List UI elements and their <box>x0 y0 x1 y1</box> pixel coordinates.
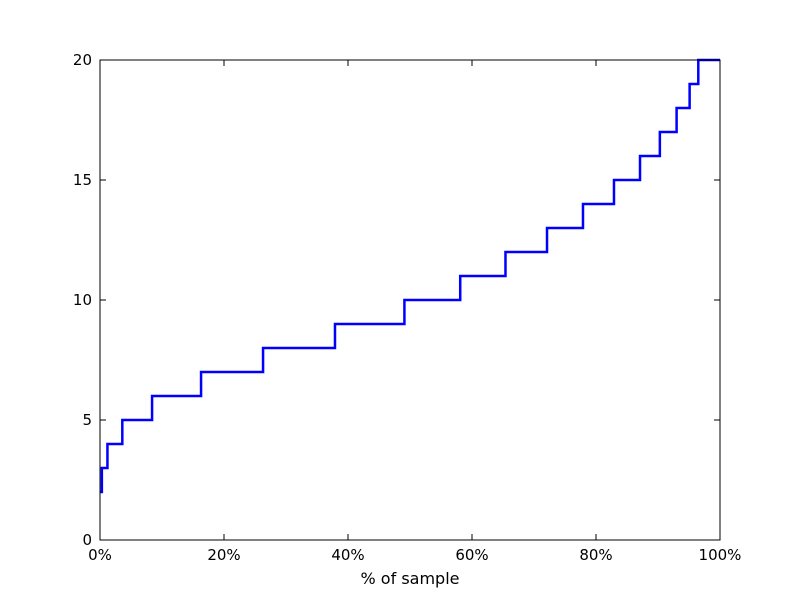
x-tick-label: 20% <box>207 546 240 564</box>
x-tick-label: 100% <box>699 546 742 564</box>
y-tick-label: 5 <box>82 411 92 429</box>
x-tick-label: 60% <box>455 546 488 564</box>
series-step-line <box>100 58 720 494</box>
x-tick-label: 40% <box>331 546 364 564</box>
x-tick-label: 0% <box>88 546 112 564</box>
y-tick-label: 20 <box>73 51 92 69</box>
x-tick-label: 80% <box>579 546 612 564</box>
x-axis-label: % of sample <box>361 569 460 588</box>
ticks-layer: 0% 20% 40% 60% 80% 100% 0 5 10 15 20 <box>73 51 742 564</box>
y-tick-label: 10 <box>73 291 92 309</box>
series-layer <box>100 58 720 494</box>
y-tick-label: 15 <box>73 171 92 189</box>
y-tick-label: 0 <box>82 531 92 549</box>
plot-frame <box>99 59 721 541</box>
